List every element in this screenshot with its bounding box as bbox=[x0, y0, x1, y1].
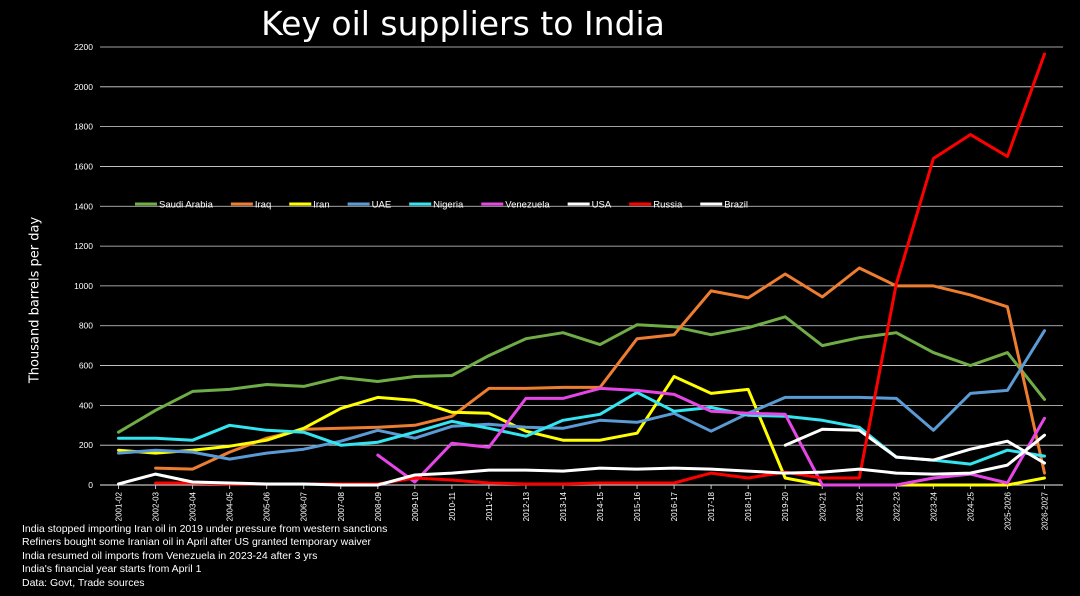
x-tick-label: 2018-19 bbox=[744, 491, 753, 521]
footnote: Data: Govt, Trade sources bbox=[22, 576, 145, 589]
footnote: India resumed oil imports from Venezuela… bbox=[22, 549, 318, 562]
footnotes: India stopped importing Iran oil in 2019… bbox=[22, 523, 387, 590]
legend: Saudi Arabia Iraq Iran UAE Nigeria Venezuela U… bbox=[135, 200, 748, 211]
legend-label-saudi-arabia: Saudi Arabia bbox=[159, 200, 214, 211]
legend-label-iraq: Iraq bbox=[255, 200, 271, 211]
y-tick-label: 1400 bbox=[74, 201, 93, 211]
x-tick-label: 2004-05 bbox=[226, 491, 235, 521]
x-tick-label: 2026-2027 bbox=[1040, 491, 1049, 530]
x-tick-label: 2006-07 bbox=[300, 491, 309, 521]
x-tick-label: 2021-22 bbox=[855, 491, 864, 521]
y-tick-label: 2000 bbox=[74, 82, 93, 92]
x-tick-label: 2015-16 bbox=[633, 491, 642, 521]
x-tick-label: 2002-03 bbox=[152, 491, 161, 521]
x-tick-labels: 2001-02 2002-03 2003-04 2004-05 2005-06 2006-… bbox=[115, 485, 1049, 530]
legend-label-brazil: Brazil bbox=[724, 200, 748, 211]
y-tick-label: 2200 bbox=[74, 42, 93, 52]
x-tick-label: 2019-20 bbox=[781, 491, 790, 521]
y-tick-label: 0 bbox=[88, 480, 93, 490]
series-line-venezuela bbox=[376, 386, 1046, 487]
x-tick-label: 2011-12 bbox=[485, 491, 494, 520]
series-line-usa bbox=[783, 427, 1046, 465]
x-tick-label: 2025-2026 bbox=[1003, 491, 1012, 530]
x-tick-label: 2022-23 bbox=[892, 491, 901, 521]
series-line-brazil bbox=[117, 433, 1046, 487]
y-tick-label: 1200 bbox=[74, 241, 93, 251]
y-tick-label: 1600 bbox=[74, 161, 93, 171]
x-tick-label: 2010-11 bbox=[448, 491, 457, 520]
series-line-uae bbox=[117, 329, 1046, 461]
x-tick-label: 2007-08 bbox=[337, 491, 346, 521]
legend-label-iran: Iran bbox=[313, 200, 329, 211]
legend-label-venezuela: Venezuela bbox=[505, 200, 550, 211]
x-tick-label: 2012-13 bbox=[522, 491, 531, 521]
x-tick-label: 2016-17 bbox=[670, 491, 679, 521]
x-tick-label: 2005-06 bbox=[263, 491, 272, 521]
footnote: Refiners bought some Iranian oil in Apri… bbox=[22, 536, 372, 549]
x-tick-label: 2023-24 bbox=[929, 491, 938, 521]
legend-label-uae: UAE bbox=[372, 200, 392, 211]
footnote: India's financial year starts from April… bbox=[22, 563, 202, 576]
x-tick-label: 2017-18 bbox=[707, 491, 716, 521]
y-tick-labels: 0 200 400 600 800 1000 1200 1400 1600 1800 2000 220… bbox=[74, 42, 93, 490]
x-tick-label: 2008-09 bbox=[374, 491, 383, 521]
y-tick-label: 600 bbox=[79, 361, 93, 371]
series-line-iraq bbox=[154, 266, 1046, 475]
legend-label-nigeria: Nigeria bbox=[433, 200, 464, 211]
x-tick-label: 2013-14 bbox=[559, 491, 568, 521]
legend-label-russia: Russia bbox=[653, 200, 683, 211]
y-tick-label: 800 bbox=[79, 321, 93, 331]
y-tick-label: 1800 bbox=[74, 122, 93, 132]
x-tick-label: 2001-02 bbox=[115, 491, 124, 521]
series-lines bbox=[117, 52, 1046, 487]
y-tick-label: 200 bbox=[79, 440, 93, 450]
x-tick-label: 2020-21 bbox=[818, 491, 827, 521]
x-tick-label: 2009-10 bbox=[411, 491, 420, 521]
y-tick-label: 1000 bbox=[74, 281, 93, 291]
x-tick-label: 2024-25 bbox=[966, 491, 975, 521]
x-tick-label: 2014-15 bbox=[596, 491, 605, 521]
series-line-saudi-arabia bbox=[117, 315, 1046, 434]
gridlines bbox=[100, 46, 1063, 486]
y-tick-label: 400 bbox=[79, 400, 93, 410]
legend-label-usa: USA bbox=[592, 200, 612, 211]
x-tick-label: 2003-04 bbox=[189, 491, 198, 521]
chart-title: Key oil suppliers to India bbox=[261, 4, 665, 43]
footnote: India stopped importing Iran oil in 2019… bbox=[22, 523, 388, 535]
